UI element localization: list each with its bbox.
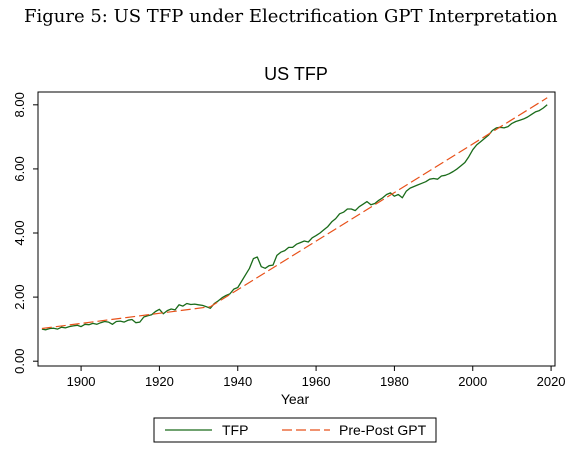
series-layer xyxy=(41,97,548,331)
legend-label-tfp: TFP xyxy=(222,422,248,438)
x-tick-label: 1900 xyxy=(67,374,96,389)
legend-box xyxy=(153,417,437,443)
series-line-pre-post-gpt xyxy=(41,97,548,330)
plot-frame xyxy=(37,91,556,367)
x-tick-label: 1920 xyxy=(145,374,174,389)
x-tick-label: 2000 xyxy=(458,374,487,389)
y-tick-label: 4.00 xyxy=(12,220,27,245)
figure-caption: Figure 5: US TFP under Electrification G… xyxy=(24,6,558,27)
x-tick-label: 1980 xyxy=(380,374,409,389)
chart-title: US TFP xyxy=(264,64,328,84)
series-line-tfp xyxy=(41,104,548,331)
y-tick-label: 0.00 xyxy=(12,349,27,374)
y-axis: 0.00 2.00 4.00 6.00 8.00 xyxy=(12,92,38,374)
legend-label-pre-post-gpt: Pre-Post GPT xyxy=(339,422,427,438)
x-axis-title: Year xyxy=(281,391,310,407)
x-axis: 1900 1920 1940 1960 1980 2000 2020 xyxy=(67,366,566,389)
y-tick-label: 8.00 xyxy=(12,92,27,117)
legend: TFP Pre-Post GPT xyxy=(153,417,437,443)
y-tick-label: 2.00 xyxy=(12,284,27,309)
x-tick-label: 1960 xyxy=(302,374,331,389)
x-tick-label: 1940 xyxy=(223,374,252,389)
x-tick-label: 2020 xyxy=(537,374,566,389)
y-tick-label: 6.00 xyxy=(12,156,27,181)
